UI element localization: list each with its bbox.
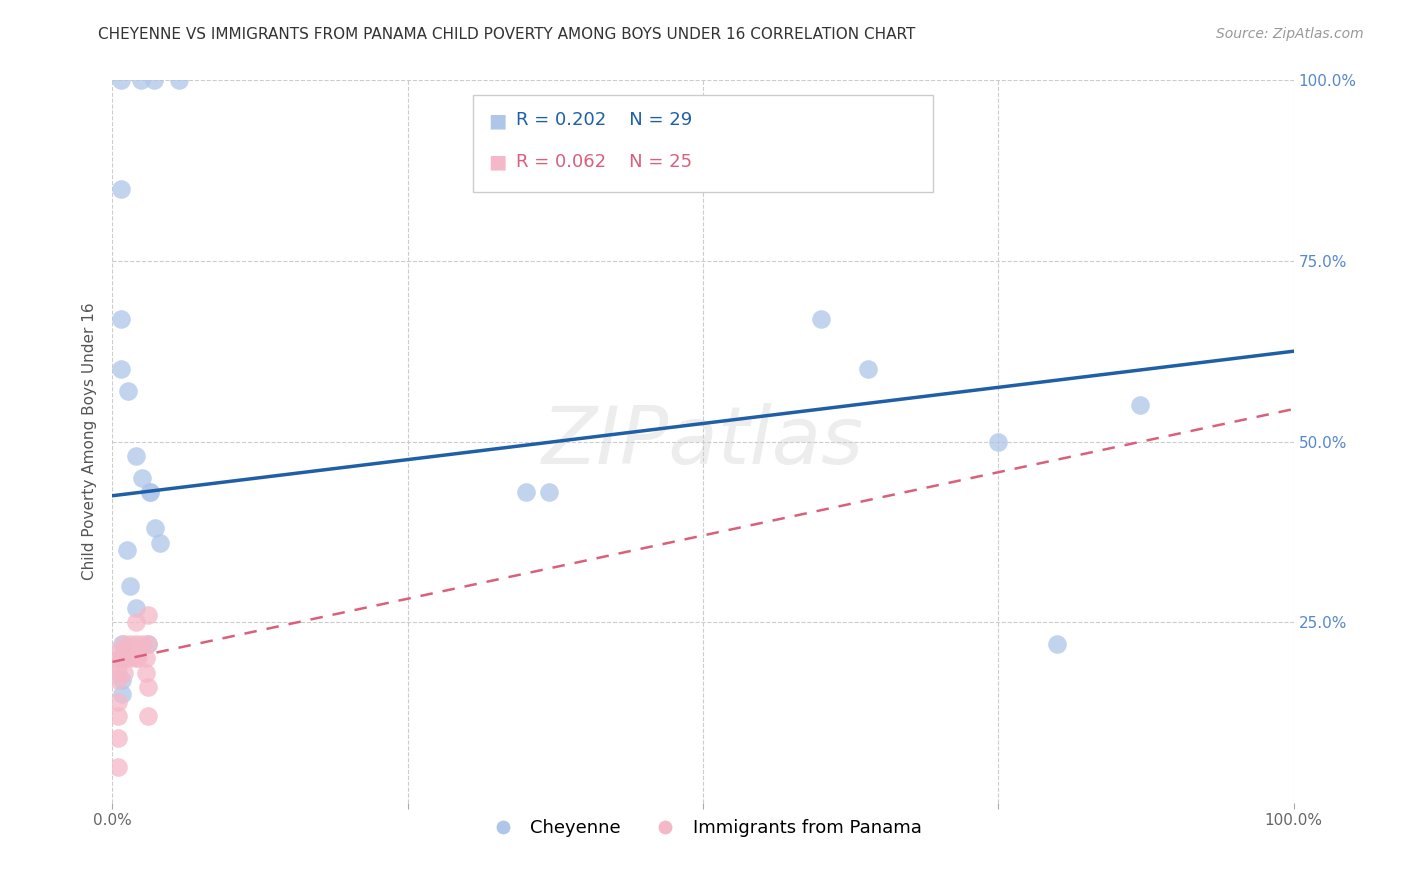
Point [149, 535, 172, 549]
Point [110, 311, 132, 326]
Text: R = 0.202    N = 29: R = 0.202 N = 29 [516, 112, 693, 129]
Point [143, 521, 166, 535]
Point [167, 73, 190, 87]
Point [1129, 398, 1152, 412]
Point [111, 651, 134, 665]
Point [987, 434, 1010, 449]
Point [125, 615, 148, 630]
Point [125, 449, 148, 463]
Text: Source: ZipAtlas.com: Source: ZipAtlas.com [1216, 27, 1364, 41]
Text: CHEYENNE VS IMMIGRANTS FROM PANAMA CHILD POVERTY AMONG BOYS UNDER 16 CORRELATION: CHEYENNE VS IMMIGRANTS FROM PANAMA CHILD… [98, 27, 915, 42]
Point [107, 658, 129, 673]
Point [107, 760, 129, 774]
Point [107, 731, 129, 745]
Point [136, 680, 159, 694]
Point [125, 637, 148, 651]
Point [136, 637, 159, 651]
Point [112, 637, 135, 651]
Point [127, 651, 149, 665]
Point [111, 637, 134, 651]
Point [107, 673, 129, 687]
Point [136, 607, 159, 622]
Point [131, 470, 153, 484]
Point [120, 579, 142, 593]
Point [111, 687, 134, 701]
Point [129, 73, 152, 87]
Point [107, 695, 129, 709]
Text: ZIPatlas: ZIPatlas [541, 402, 865, 481]
Point [120, 637, 142, 651]
Text: ■: ■ [488, 153, 506, 171]
Point [136, 637, 159, 651]
Point [115, 542, 138, 557]
Point [107, 651, 129, 665]
Point [120, 651, 142, 665]
Point [107, 665, 129, 680]
Point [135, 651, 157, 665]
Point [117, 384, 139, 398]
Point [136, 709, 159, 723]
Point [110, 182, 132, 196]
Point [142, 73, 165, 87]
Text: R = 0.062    N = 25: R = 0.062 N = 25 [516, 153, 693, 170]
Point [112, 651, 135, 665]
Y-axis label: Child Poverty Among Boys Under 16: Child Poverty Among Boys Under 16 [82, 302, 97, 581]
Point [135, 665, 157, 680]
Point [139, 485, 162, 500]
Point [125, 600, 148, 615]
Point [810, 311, 832, 326]
Point [1046, 637, 1069, 651]
Text: ■: ■ [488, 112, 506, 130]
Point [139, 485, 162, 500]
Point [112, 665, 135, 680]
Point [858, 362, 880, 376]
Point [110, 73, 132, 87]
Point [107, 709, 129, 723]
Point [110, 362, 132, 376]
Point [111, 673, 134, 687]
Point [515, 485, 537, 500]
Point [125, 651, 148, 665]
Point [538, 485, 561, 500]
Point [107, 644, 129, 658]
FancyBboxPatch shape [472, 95, 934, 193]
Point [131, 637, 153, 651]
Legend: Cheyenne, Immigrants from Panama: Cheyenne, Immigrants from Panama [478, 812, 928, 845]
